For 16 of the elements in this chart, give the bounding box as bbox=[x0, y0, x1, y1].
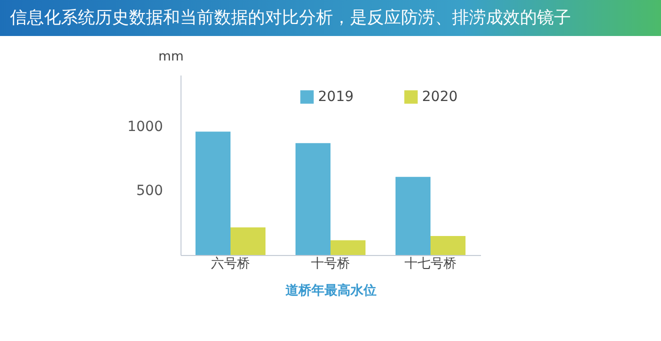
x-tick-label: 十号桥 bbox=[311, 256, 350, 272]
bar bbox=[330, 240, 366, 255]
bar bbox=[430, 236, 466, 255]
legend-label: 2020 bbox=[422, 89, 458, 105]
x-tick-label: 十七号桥 bbox=[404, 256, 456, 272]
x-tick-label: 六号桥 bbox=[211, 256, 250, 272]
bar bbox=[230, 227, 266, 255]
legend-label: 2019 bbox=[318, 89, 354, 105]
y-tick-label: 500 bbox=[136, 183, 163, 200]
chart-title: 信息化系统历史数据和当前数据的对比分析，是反应防涝、排涝成效的镜子 bbox=[10, 8, 571, 28]
y-tick-label: 1000 bbox=[127, 118, 163, 135]
bar bbox=[196, 132, 230, 255]
bar bbox=[396, 176, 430, 255]
y-axis-title: mm bbox=[158, 50, 184, 64]
x-axis-title: 道桥年最高水位 bbox=[284, 282, 376, 298]
bar bbox=[296, 143, 330, 255]
